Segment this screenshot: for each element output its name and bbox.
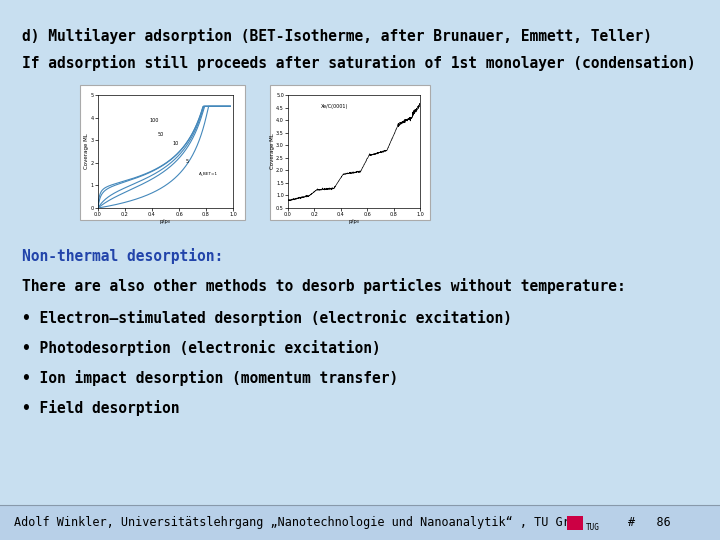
- Bar: [80, 85, 245, 220]
- Text: Non-thermal desorption:: Non-thermal desorption:: [22, 248, 223, 264]
- Text: #   86: # 86: [628, 516, 671, 529]
- Y-axis label: Coverage ML: Coverage ML: [270, 133, 275, 170]
- Text: TUG: TUG: [586, 523, 600, 532]
- Text: Xe/C(0001): Xe/C(0001): [321, 104, 348, 109]
- Text: 5: 5: [186, 159, 189, 164]
- Text: • Ion impact desorption (momentum transfer): • Ion impact desorption (momentum transf…: [22, 370, 398, 386]
- Bar: [567, 516, 583, 530]
- Bar: [0, 505, 720, 540]
- Text: • Electron–stimulated desorption (electronic excitation): • Electron–stimulated desorption (electr…: [22, 310, 512, 326]
- Text: • Photodesorption (electronic excitation): • Photodesorption (electronic excitation…: [22, 340, 381, 356]
- X-axis label: p/p₀: p/p₀: [348, 219, 359, 224]
- Text: d) Multilayer adsorption (BET-Isotherme, after Brunauer, Emmett, Teller): d) Multilayer adsorption (BET-Isotherme,…: [22, 28, 652, 44]
- Bar: [270, 85, 430, 220]
- Text: Adolf Winkler, Universitätslehrgang „Nanotechnologie und Nanoanalytik“ , TU Graz: Adolf Winkler, Universitätslehrgang „Nan…: [14, 516, 584, 529]
- X-axis label: p/p₀: p/p₀: [160, 219, 171, 224]
- Text: There are also other methods to desorb particles without temperature:: There are also other methods to desorb p…: [22, 278, 626, 294]
- Text: 50: 50: [158, 132, 163, 137]
- Y-axis label: Coverage ML: Coverage ML: [84, 133, 89, 170]
- Text: If adsorption still proceeds after saturation of 1st monolayer (condensation): If adsorption still proceeds after satur…: [22, 55, 696, 71]
- Text: 10: 10: [172, 141, 179, 146]
- Text: 100: 100: [149, 118, 158, 123]
- Text: A_BET=1: A_BET=1: [199, 171, 218, 175]
- Text: • Field desorption: • Field desorption: [22, 400, 179, 416]
